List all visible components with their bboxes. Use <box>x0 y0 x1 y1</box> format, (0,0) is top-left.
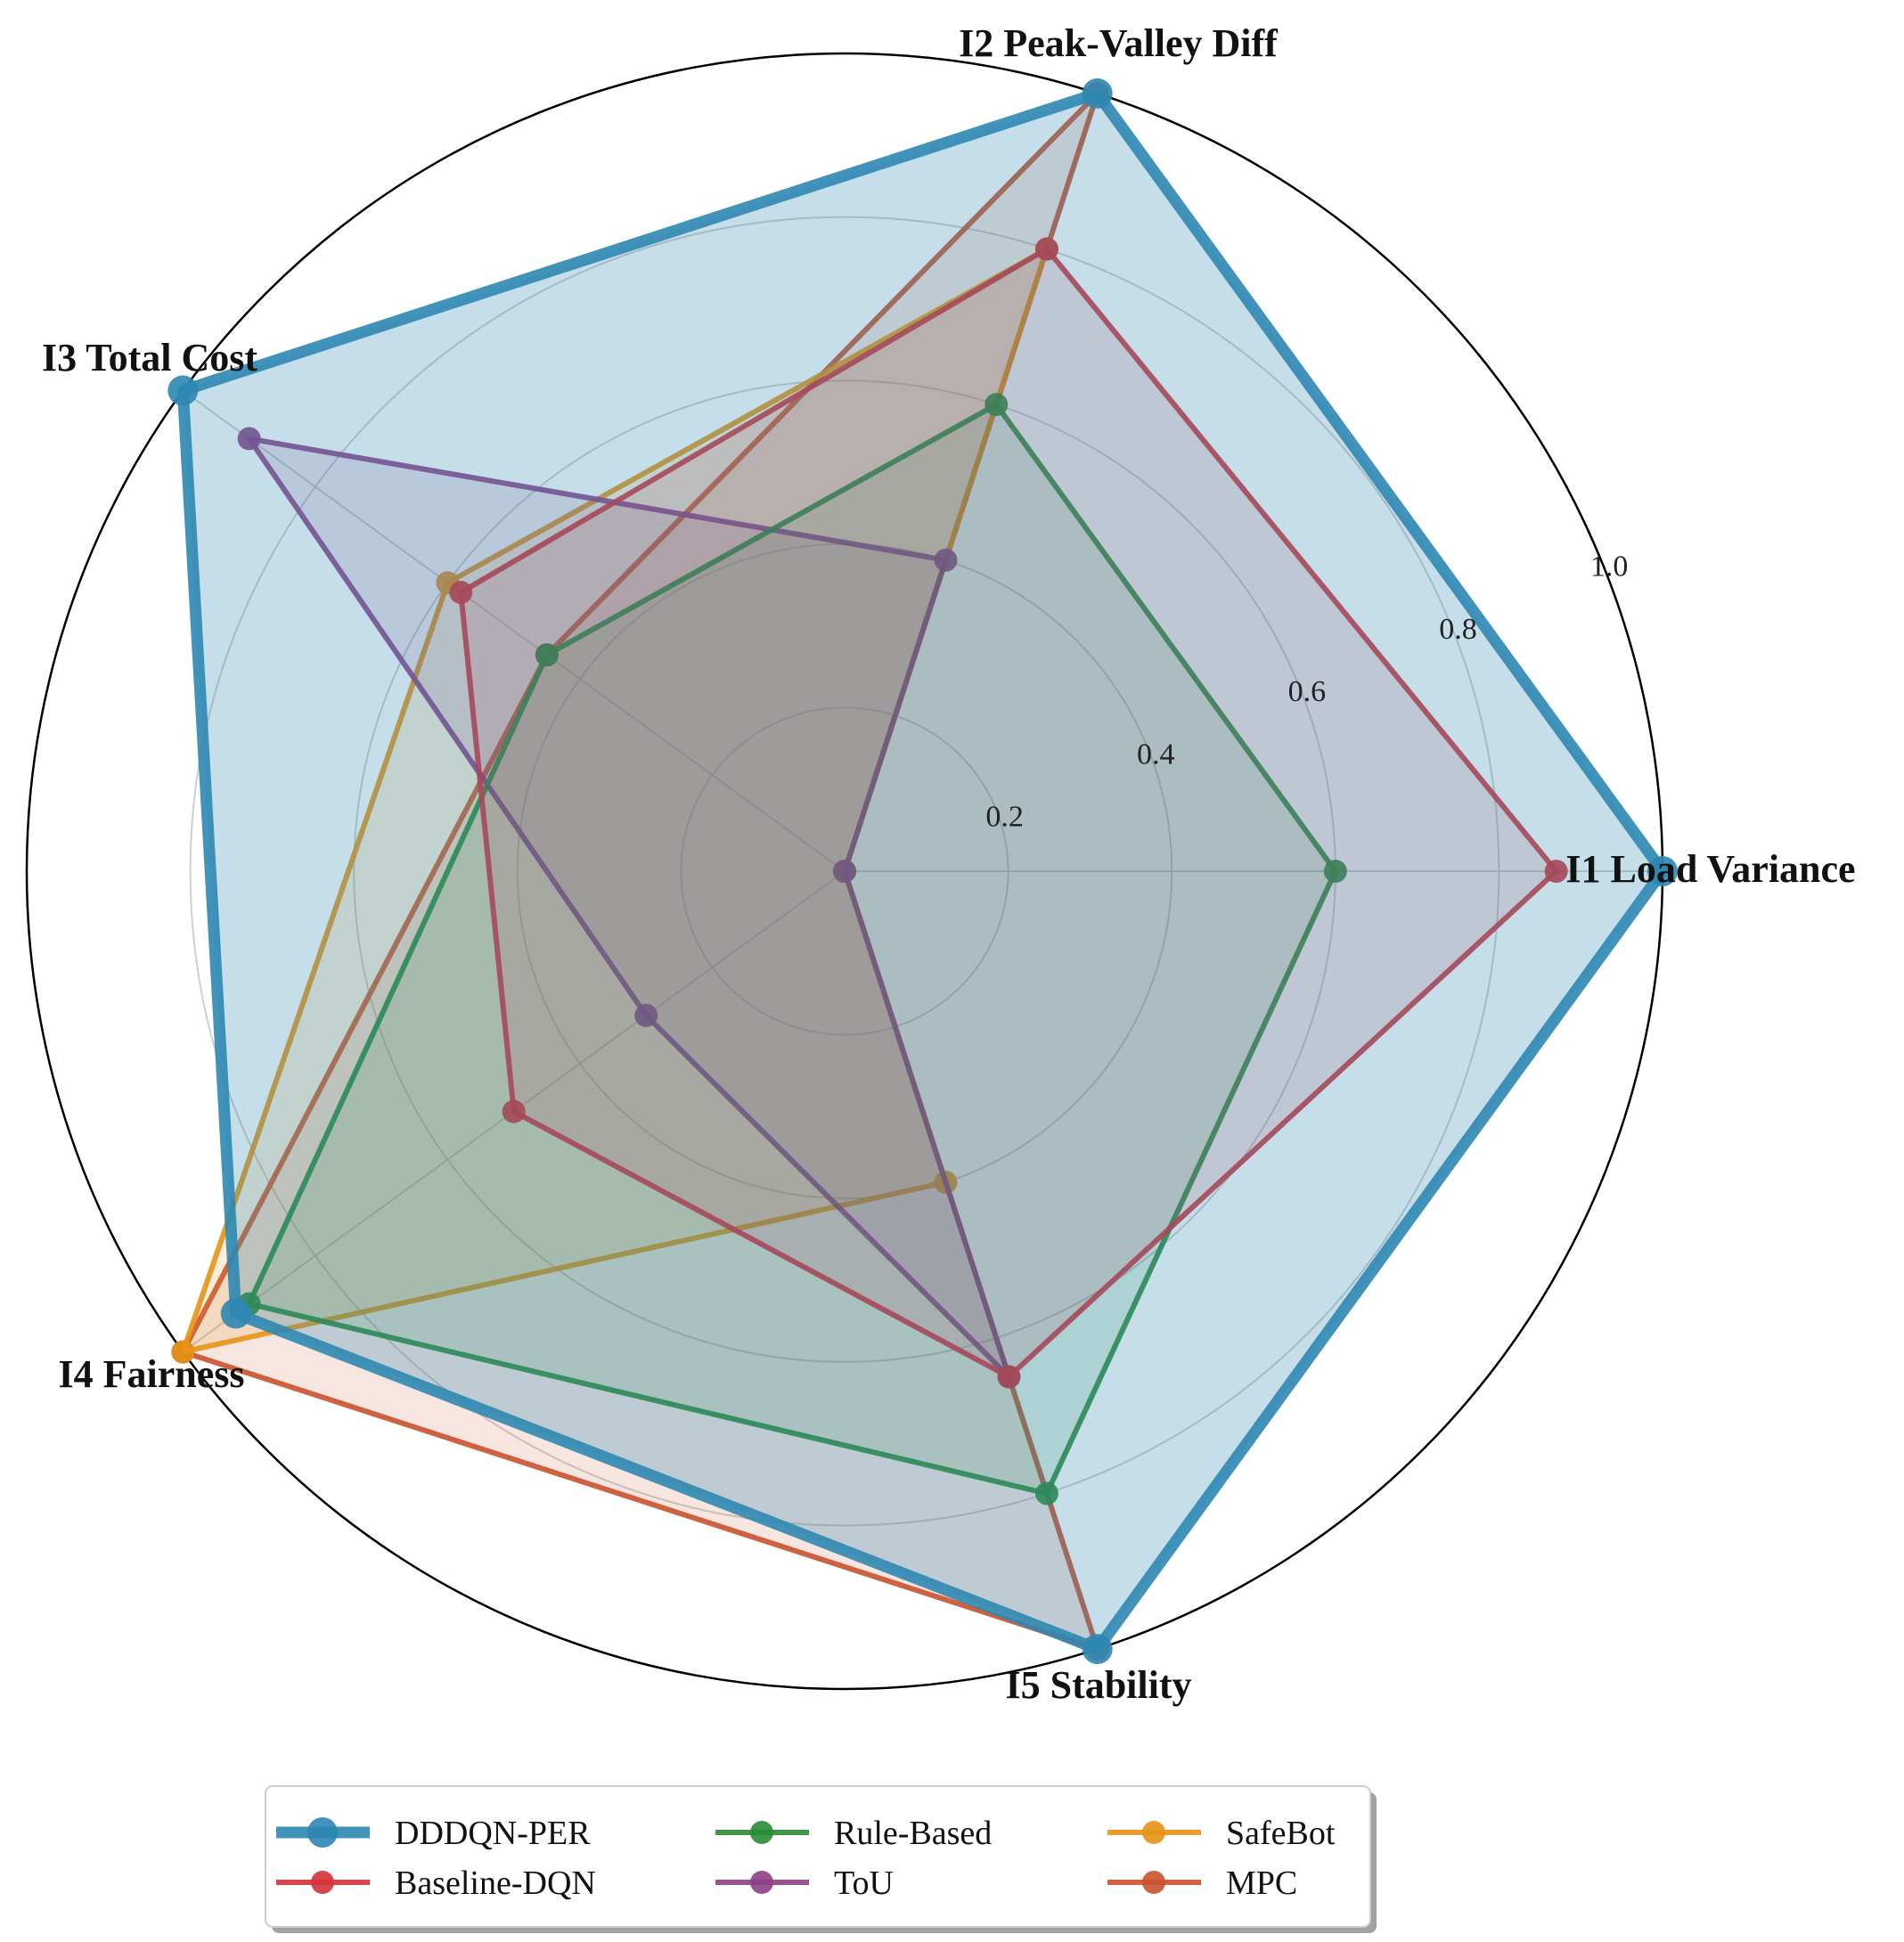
legend-item: Baseline-DQN <box>276 1864 596 1902</box>
data-point <box>1034 237 1058 261</box>
legend-item: SafeBot <box>1107 1815 1336 1852</box>
series-area <box>461 249 1557 1377</box>
legend-swatch-marker <box>307 1817 338 1848</box>
data-point <box>220 1298 251 1329</box>
legend-item: MPC <box>1107 1864 1297 1902</box>
legend: DDDQN-PER Baseline-DQN Rule-Based ToU SafeBo… <box>265 1785 1377 1933</box>
data-point <box>237 427 261 451</box>
series-area <box>183 93 1098 1650</box>
radial-tick-label: 0.4 <box>1137 738 1175 771</box>
data-point <box>168 375 199 406</box>
axis-label: I4 Fairness <box>59 1352 245 1396</box>
data-point <box>1544 860 1568 883</box>
data-point <box>985 393 1009 417</box>
radial-tick-label: 1.0 <box>1590 551 1629 583</box>
radial-tick-label: 0.8 <box>1439 613 1477 646</box>
data-point <box>634 1003 658 1027</box>
data-point <box>833 860 856 883</box>
data-point <box>449 581 473 605</box>
legend-label: Baseline-DQN <box>395 1864 596 1902</box>
data-point <box>1082 1634 1113 1665</box>
series-line <box>246 436 1012 1380</box>
series-area <box>249 404 1336 1494</box>
radar-series <box>168 78 1678 1665</box>
legend-label: DDDQN-PER <box>395 1815 591 1852</box>
radial-tick-label: 0.2 <box>985 801 1024 834</box>
series-line <box>176 87 1669 1655</box>
series-dddqn-per <box>168 78 1678 1665</box>
series-baseline-dqn <box>449 237 1568 1389</box>
legend-item: Rule-Based <box>715 1815 992 1852</box>
series-area <box>249 438 1009 1377</box>
legend-label: SafeBot <box>1226 1815 1336 1852</box>
axis-label: I1 Load Variance <box>1565 847 1855 891</box>
series-line <box>246 402 1338 1497</box>
legend-swatch-marker <box>750 1871 773 1894</box>
data-point <box>1034 1481 1058 1505</box>
data-point <box>535 643 559 667</box>
data-point <box>1082 78 1113 109</box>
series-rule-based <box>237 393 1347 1505</box>
data-point <box>502 1099 526 1123</box>
series-tou <box>237 427 1021 1389</box>
data-point <box>934 548 958 572</box>
data-point <box>997 1365 1021 1389</box>
series-line <box>458 246 1559 1380</box>
radial-tick-label: 0.6 <box>1288 675 1327 708</box>
data-point <box>1647 856 1678 886</box>
axis-label: I5 Stability <box>1005 1663 1191 1707</box>
legend-swatch-marker <box>750 1821 773 1844</box>
legend-label: MPC <box>1226 1864 1297 1902</box>
axis-label: I3 Total Cost <box>42 336 257 379</box>
legend-swatch-marker <box>1142 1871 1165 1894</box>
series-line <box>180 90 1100 1652</box>
series-area <box>183 93 1663 1650</box>
radar-labels: 0.2 0.4 0.6 0.8 1.0 I1 Load Variance I2 Peak-V… <box>42 21 1856 1707</box>
legend-box <box>265 1785 1371 1928</box>
legend-label: Rule-Based <box>834 1815 992 1852</box>
series-area <box>183 249 1047 1352</box>
legend-item: ToU <box>715 1864 894 1902</box>
legend-item: DDDQN-PER <box>276 1815 591 1852</box>
legend-label: ToU <box>834 1864 894 1902</box>
data-point <box>1323 860 1347 883</box>
legend-swatch-marker <box>311 1871 334 1894</box>
legend-swatch-marker <box>1142 1821 1165 1844</box>
grid-spoke <box>182 389 846 872</box>
axis-label: I2 Peak-Valley Diff <box>959 21 1279 65</box>
data-point <box>171 1340 195 1364</box>
